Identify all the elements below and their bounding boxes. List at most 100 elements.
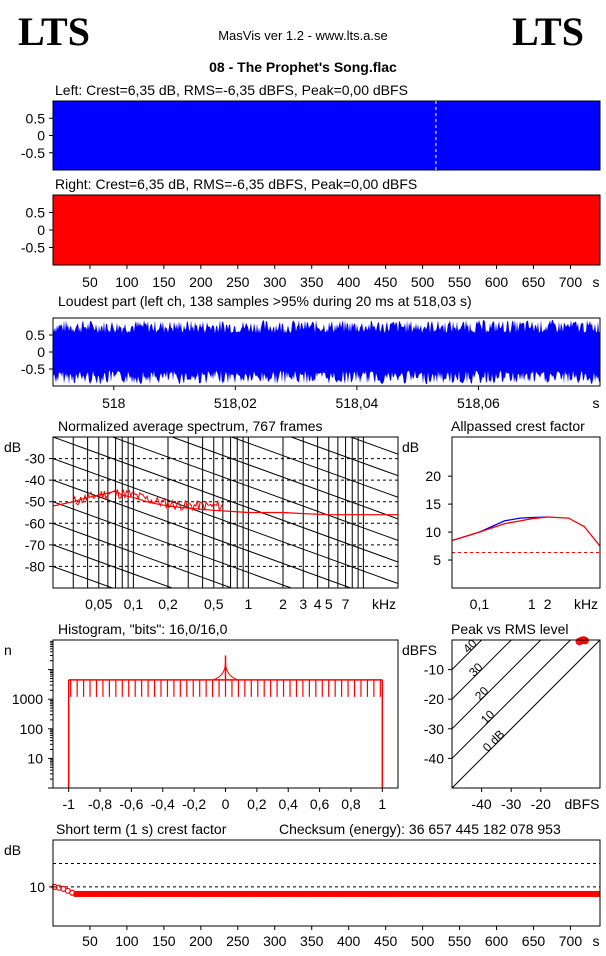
short-term-dot xyxy=(592,891,597,896)
histogram-xtick-label: 0,8 xyxy=(341,796,361,812)
histogram-ytick-label: 1000 xyxy=(12,691,43,707)
short-term-xtick-label: 350 xyxy=(300,933,324,949)
spectrum-slope-line xyxy=(230,437,398,498)
short-term-dot xyxy=(379,892,384,897)
short-term-dot xyxy=(459,891,464,896)
short-term-dot xyxy=(206,891,211,896)
short-term-dot xyxy=(481,891,486,896)
spectrum-xtick-label: 3 xyxy=(299,596,307,612)
short-term-dot xyxy=(547,892,552,897)
short-term-ylabel: dB xyxy=(4,842,21,858)
right-waveform-xtick-label: 650 xyxy=(522,274,546,290)
peak-rms-xlabel: dBFS xyxy=(564,796,599,812)
loudest-part-title: Loudest part (left ch, 138 samples >95% … xyxy=(58,293,472,309)
lts-logo-left: LTS xyxy=(18,9,90,54)
short-term-dot xyxy=(476,892,481,897)
short-term-dot xyxy=(308,890,313,895)
right-waveform-xtick-label: 150 xyxy=(152,274,176,290)
short-term-dot xyxy=(277,892,282,897)
peak-rms-crest-line xyxy=(452,640,482,671)
peak-rms-crest-line xyxy=(452,640,600,788)
short-term-dot xyxy=(77,892,82,897)
peak-rms-ytick-label: -10 xyxy=(424,662,444,678)
short-term-dot xyxy=(374,892,379,897)
short-term-dot xyxy=(223,893,228,898)
crest-factor-plot: Allpassed crest factor dB 20 15 10 5 0,1 1 2 kHz xyxy=(402,418,601,612)
app-title: MasVis ver 1.2 - www.lts.a.se xyxy=(218,28,388,43)
loudest-part-xunit: s xyxy=(593,395,600,411)
histogram-ylabel: n xyxy=(4,642,12,658)
right-waveform-xtick-label: 200 xyxy=(189,274,213,290)
short-term-dot xyxy=(73,892,78,897)
lts-logo-right: LTS xyxy=(512,9,584,54)
short-term-dot xyxy=(294,891,299,896)
right-waveform-xtick-label: 700 xyxy=(559,274,583,290)
spectrum-xtick-label: 0,5 xyxy=(204,596,224,612)
short-term-dot xyxy=(272,891,277,896)
right-waveform-xtick-label: 50 xyxy=(82,274,98,290)
spectrum-xtick-label: 0,05 xyxy=(85,596,112,612)
short-term-xtick-label: 300 xyxy=(263,933,287,949)
spectrum-slope-line xyxy=(53,458,398,585)
histogram-title: Histogram, "bits": 16,0/16,0 xyxy=(58,621,228,637)
short-term-dot xyxy=(139,893,144,898)
spectrum-xtick-label: 7 xyxy=(342,596,350,612)
peak-rms-crest-label: 0 dB xyxy=(480,727,507,754)
short-term-dot xyxy=(543,891,548,896)
spectrum-slope-line xyxy=(53,522,234,588)
short-term-xtick-label: 500 xyxy=(411,933,435,949)
short-term-dot xyxy=(232,892,237,897)
short-term-dot xyxy=(166,892,171,897)
crest-factor-xtick-label: 1 xyxy=(528,596,536,612)
right-waveform-xtick-label: 250 xyxy=(226,274,250,290)
short-term-xtick-label: 600 xyxy=(485,933,509,949)
spectrum-ytick-label: -80 xyxy=(25,558,45,574)
right-waveform-xtick-label: 450 xyxy=(374,274,398,290)
spectrum-frame xyxy=(52,436,399,589)
peak-rms-crest-line xyxy=(452,640,571,760)
short-term-dot xyxy=(321,891,326,896)
short-term-dot xyxy=(454,891,459,896)
short-term-dot xyxy=(414,892,419,897)
loudest-part-waveform xyxy=(53,319,600,385)
peak-rms-ytick-label: -30 xyxy=(424,721,444,737)
short-term-dot xyxy=(521,890,526,895)
short-term-dot xyxy=(490,891,495,896)
peak-rms-xtick-label: -40 xyxy=(471,796,491,812)
spectrum-plot: Normalized average spectrum, 767 frames d… xyxy=(4,418,399,612)
short-term-dot xyxy=(86,892,91,897)
short-term-dot xyxy=(587,891,592,896)
short-term-dot xyxy=(436,892,441,897)
loudest-part-xtick-label: 518,06 xyxy=(457,395,500,411)
histogram-xtick-label: 0,4 xyxy=(278,796,298,812)
loudest-part-ytick-label: 0.5 xyxy=(26,327,46,343)
spectrum-ylabel: dB xyxy=(4,439,21,455)
file-name: 08 - The Prophet's Song.flac xyxy=(209,59,397,75)
short-term-xtick-label: 400 xyxy=(337,933,361,949)
short-term-dot xyxy=(153,891,158,896)
short-term-dot xyxy=(574,892,579,897)
short-term-dot xyxy=(144,891,149,896)
loudest-part-plot: Loudest part (left ch, 138 samples >95% … xyxy=(21,293,601,411)
peak-rms-crest-label: 40 xyxy=(460,636,480,656)
histogram-xtick-label: -0,4 xyxy=(151,796,175,812)
short-term-dot xyxy=(578,891,583,896)
short-term-xtick-label: 650 xyxy=(522,933,546,949)
short-term-dot xyxy=(99,890,104,895)
short-term-dot xyxy=(370,892,375,897)
short-term-dot xyxy=(121,891,126,896)
histogram-ytick-label: 10 xyxy=(27,750,43,766)
short-term-dot xyxy=(441,892,446,897)
short-term-dot xyxy=(201,891,206,896)
crest-factor-xtick-label: 0,1 xyxy=(470,596,490,612)
short-term-dot xyxy=(538,890,543,895)
short-term-dot xyxy=(392,890,397,895)
loudest-part-ytick-label: 0 xyxy=(37,344,45,360)
short-term-dot xyxy=(401,891,406,896)
right-waveform-ytick-label: 0.5 xyxy=(26,205,46,221)
spectrum-title: Normalized average spectrum, 767 frames xyxy=(58,418,323,434)
loudest-part-xtick-label: 518 xyxy=(102,395,126,411)
left-waveform-ytick-label: 0.5 xyxy=(26,110,46,126)
histogram-xtick-label: -1 xyxy=(62,796,75,812)
